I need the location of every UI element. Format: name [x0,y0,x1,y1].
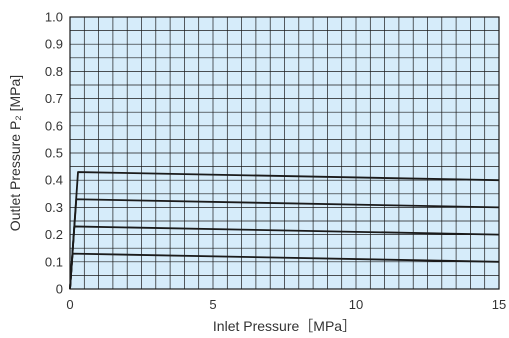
y-tick-labels: 0 0.1 0.2 0.3 0.4 0.5 0.6 0.7 0.8 0.9 1.0 [45,10,63,297]
x-tick-label: 10 [349,297,363,312]
y-tick-label: 0.5 [45,146,63,161]
y-tick-label: 0 [56,282,63,297]
y-tick-label: 0.2 [45,227,63,242]
x-tick-label: 0 [66,297,73,312]
y-axis-title: Outlet Pressure P₂ [MPa] [7,75,23,231]
y-tick-label: 0.3 [45,200,63,215]
x-axis-title: Inlet Pressure［MPa］ [213,318,356,334]
y-tick-label: 0.1 [45,254,63,269]
y-tick-label: 0.7 [45,91,63,106]
x-tick-label: 15 [492,297,506,312]
x-tick-labels: 0 5 10 15 [66,297,506,312]
series-line-4 [69,252,500,290]
y-tick-label: 0.9 [45,37,63,52]
y-tick-label: 0.6 [45,118,63,133]
x-tick-label: 5 [209,297,216,312]
series-group [69,171,500,290]
y-tick-label: 0.8 [45,64,63,79]
y-tick-label: 0.4 [45,173,63,188]
plot-frame [69,16,500,290]
grid [70,17,499,289]
y-tick-label: 1.0 [45,10,63,25]
